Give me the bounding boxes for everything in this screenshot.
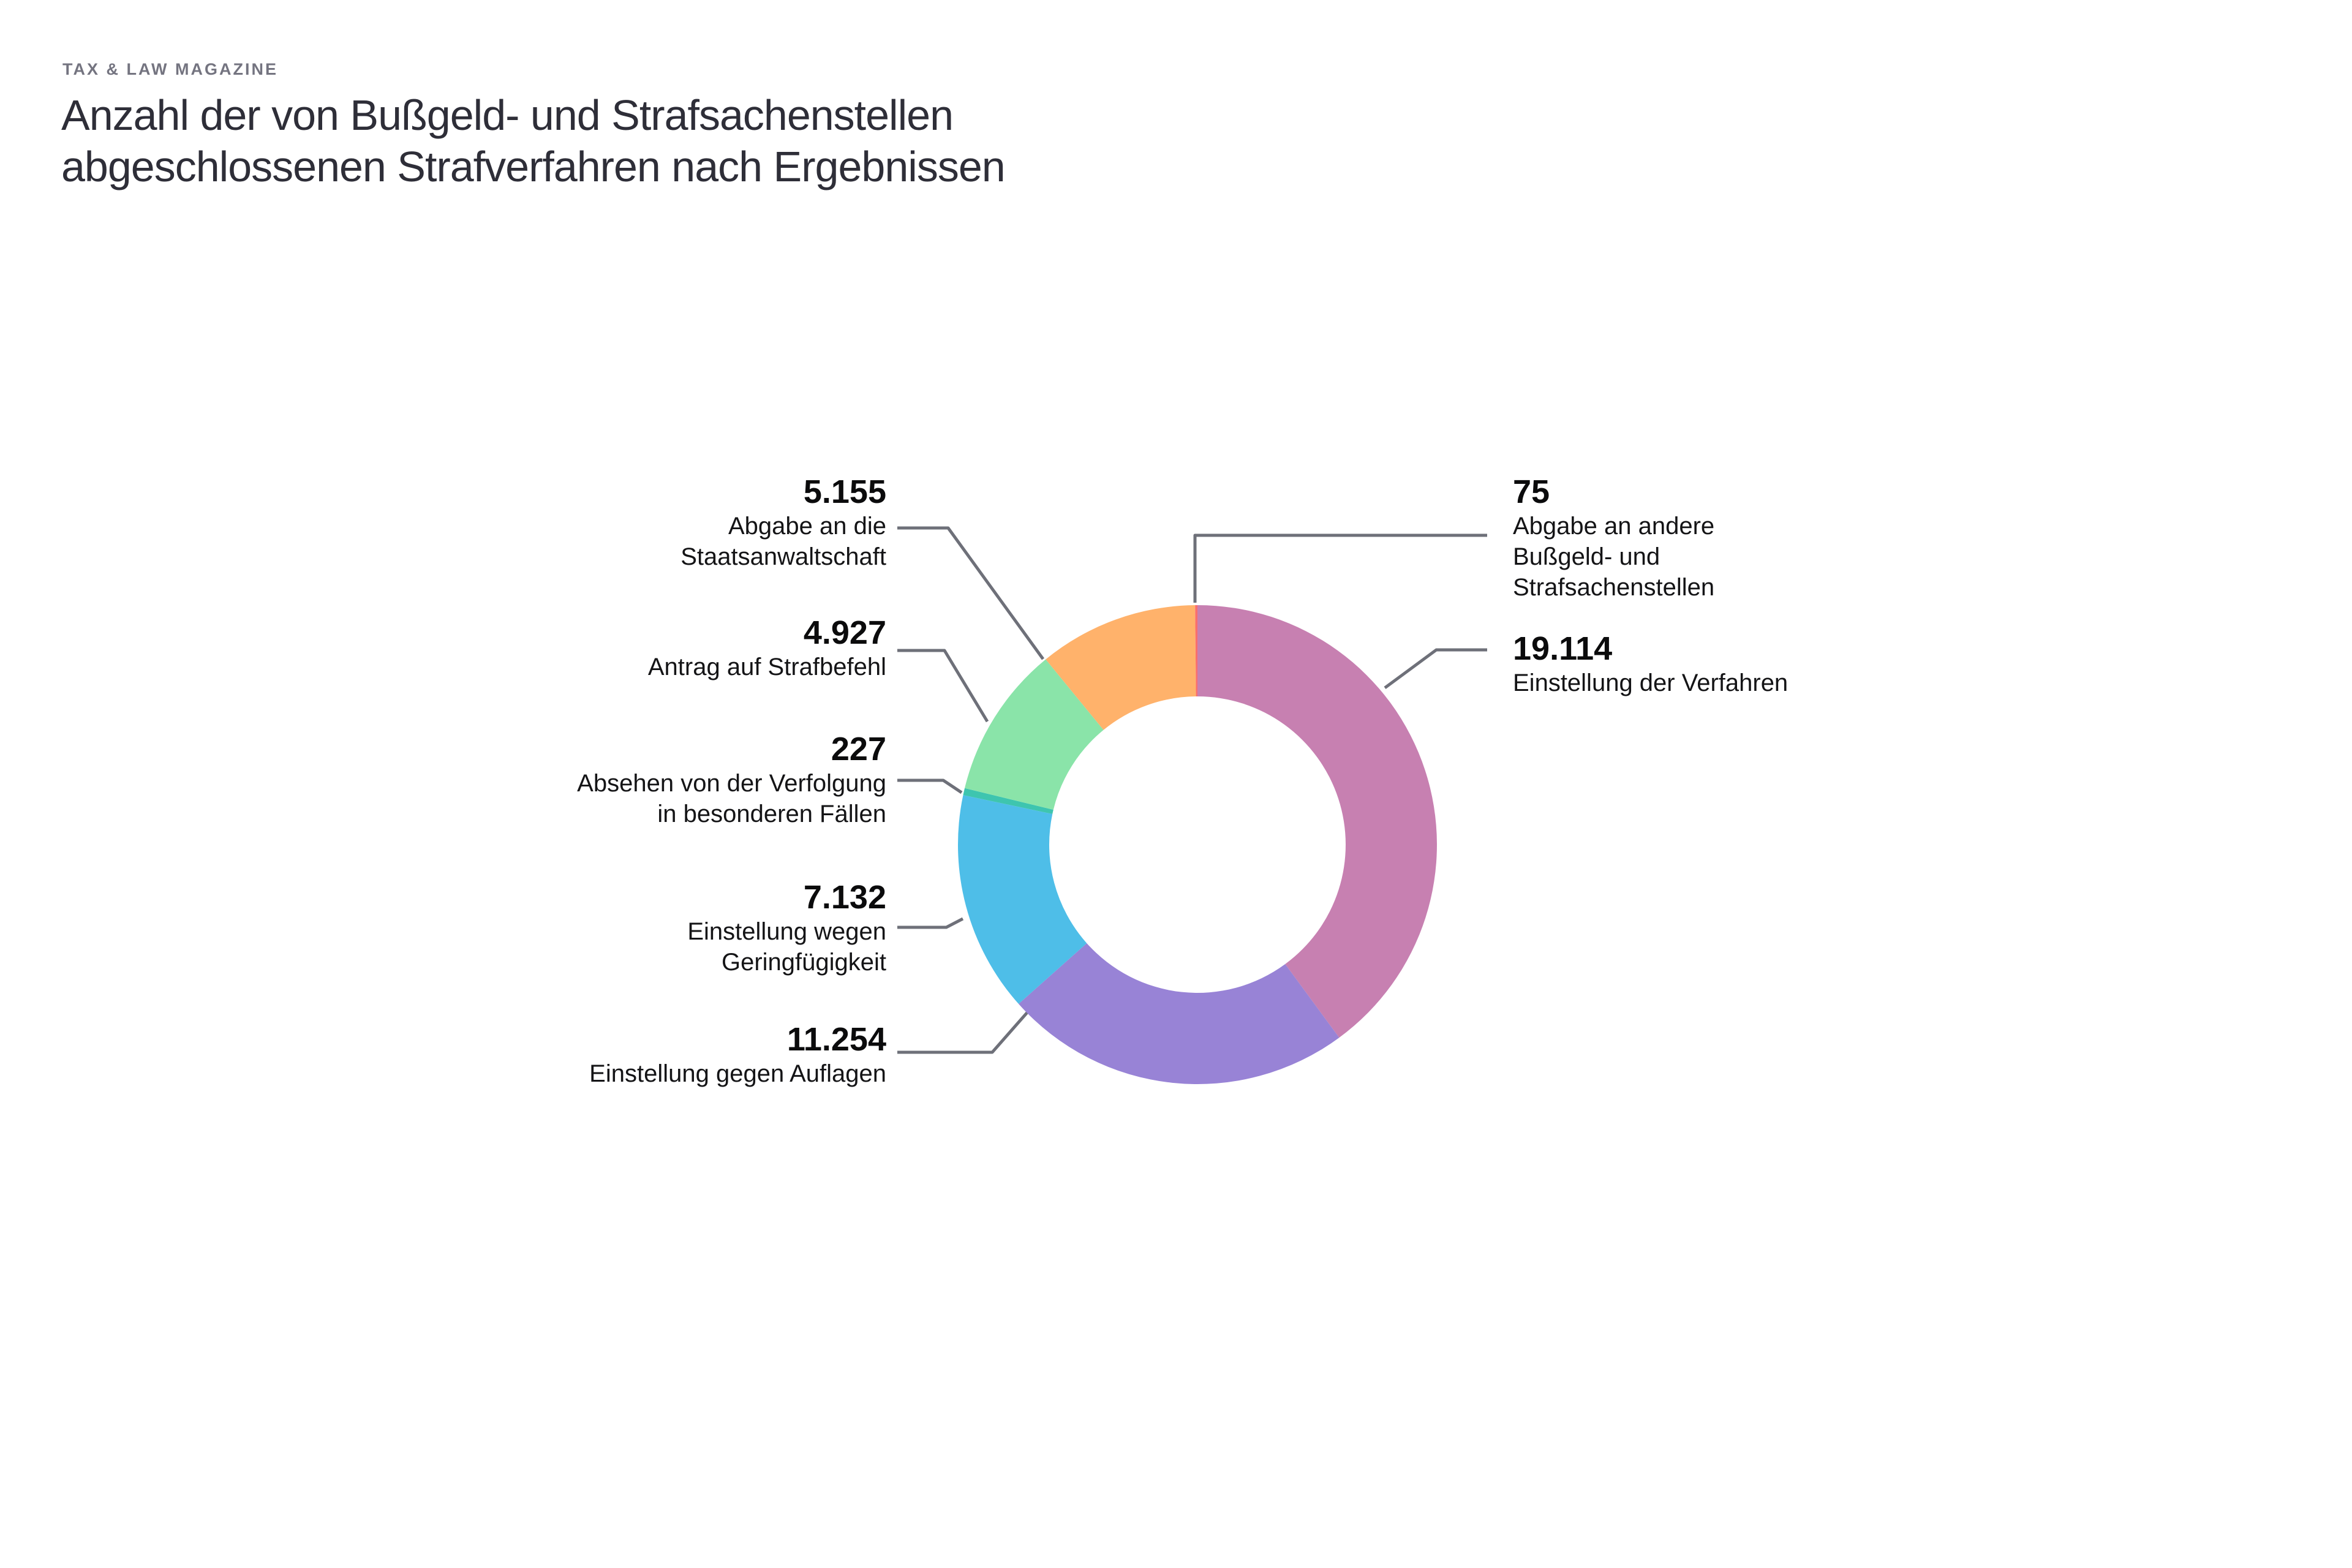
donut-slice-4 <box>965 659 1104 810</box>
slice-label-line: Antrag auf Strafbefehl <box>647 654 886 680</box>
slice-label-line: Einstellung gegen Auflagen <box>589 1060 886 1087</box>
donut-slice-1 <box>1019 943 1340 1084</box>
callout-abgabe-an-die-staatsanwaltschaft: 5.155 Abgabe an die Staatsanwaltschaft <box>335 473 886 572</box>
chart-title-line-1: Anzahl der von Bußgeld- und Strafsachens… <box>61 91 954 139</box>
magazine-eyebrow: TAX & LAW MAGAZINE <box>62 60 278 78</box>
leader-line-slice-3 <box>897 778 963 794</box>
slice-label-line: Strafsachenstellen <box>1513 574 1715 601</box>
slice-label-line: Abgabe an andere <box>1513 513 1715 540</box>
slice-label-line: Einstellung wegen <box>687 918 886 945</box>
callout-antrag-auf-strafbefehl: 4.927 Antrag auf Strafbefehl <box>335 614 886 682</box>
leader-line-slice-5 <box>897 526 1045 660</box>
donut-slice-5 <box>1046 605 1196 730</box>
slice-value: 5.155 <box>803 473 886 510</box>
callout-einstellung-der-verfahren: 19.114 Einstellung der Verfahren <box>1513 630 2064 698</box>
slice-label-line: Geringfügigkeit <box>721 949 886 976</box>
slice-value: 4.927 <box>803 614 886 651</box>
callout-abgabe-an-andere-stellen: 75 Abgabe an andere Bußgeld- und Strafsa… <box>1513 473 2064 603</box>
slice-value: 227 <box>831 731 886 767</box>
slice-value: 19.114 <box>1513 630 1613 667</box>
slice-label-line: Absehen von der Verfolgung <box>577 770 886 797</box>
callout-absehen-von-der-verfolgung: 227 Absehen von der Verfolgung in besond… <box>335 730 886 829</box>
slice-label-line: Bußgeld- und <box>1513 543 1660 570</box>
donut-segments <box>958 605 1438 1084</box>
leader-line-slice-2 <box>897 917 964 929</box>
leader-line-slice-1 <box>897 1011 1029 1054</box>
slice-label-line: Abgabe an die <box>728 513 886 540</box>
slice-label-line: Staatsanwaltschaft <box>680 543 886 570</box>
slice-value: 75 <box>1513 473 1550 510</box>
leader-lines <box>897 526 1487 1054</box>
donut-slice-2 <box>958 795 1087 1005</box>
chart-title-line-2: abgeschlossenen Strafverfahren nach Erge… <box>61 143 1006 190</box>
donut-slice-6 <box>1195 605 1197 697</box>
callout-einstellung-wegen-geringfuegigkeit: 7.132 Einstellung wegen Geringfügigkeit <box>335 878 886 978</box>
leader-line-slice-4 <box>897 649 989 723</box>
slice-value: 7.132 <box>803 879 886 916</box>
chart-title: Anzahl der von Bußgeld- und Strafsachens… <box>61 89 1006 192</box>
slice-label-line: in besonderen Fällen <box>657 801 886 827</box>
callout-einstellung-gegen-auflagen: 11.254 Einstellung gegen Auflagen <box>335 1020 886 1089</box>
leader-line-slice-6 <box>1193 533 1487 603</box>
slice-label-line: Einstellung der Verfahren <box>1513 669 1789 696</box>
leader-line-slice-0 <box>1384 648 1487 690</box>
slice-value: 11.254 <box>786 1021 886 1058</box>
donut-slice-3 <box>963 788 1054 814</box>
donut-slice-0 <box>1197 605 1438 1038</box>
